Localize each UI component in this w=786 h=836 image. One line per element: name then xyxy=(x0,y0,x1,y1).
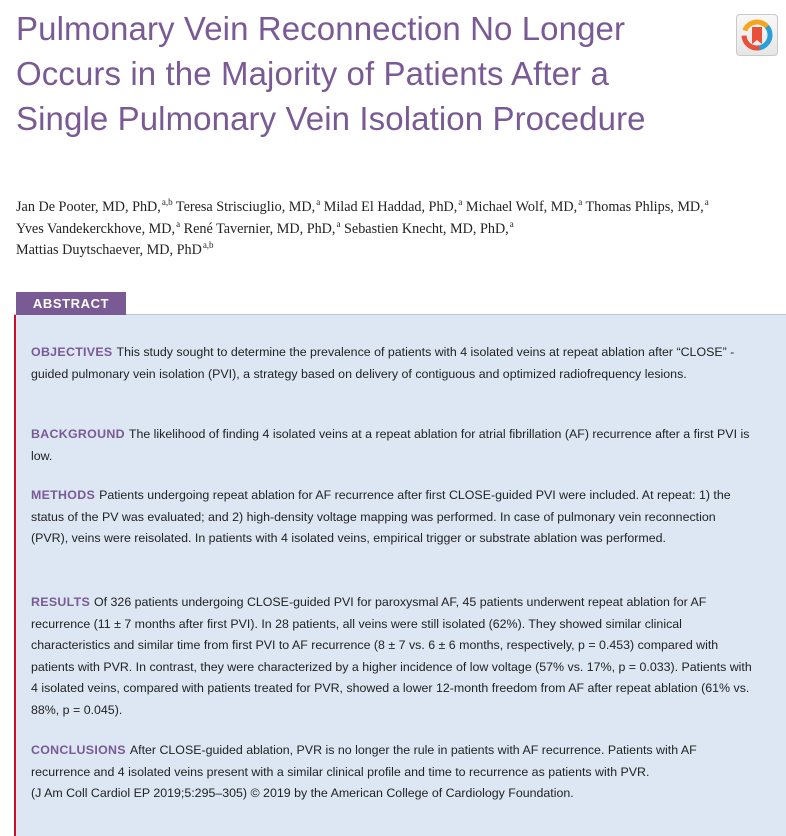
abstract-background: BACKGROUND The likelihood of finding 4 is… xyxy=(31,424,755,467)
author: Mattias Duytschaever, MD, PhDa,b xyxy=(16,240,214,259)
section-heading: BACKGROUND xyxy=(31,427,125,441)
crossmark-icon xyxy=(741,19,773,51)
section-text: After CLOSE-guided ablation, PVR is no l… xyxy=(31,743,697,779)
abstract-results: RESULTS Of 326 patients undergoing CLOSE-… xyxy=(31,592,755,721)
abstract-objectives: OBJECTIVES This study sought to determine… xyxy=(31,342,755,385)
section-text: The likelihood of finding 4 isolated vei… xyxy=(31,427,750,463)
author: Michael Wolf, MD,a xyxy=(465,197,583,216)
citation: (J Am Coll Cardiol EP 2019;5:295–305) © … xyxy=(31,786,574,800)
author: Yves Vandekerckhove, MD,a xyxy=(16,218,181,237)
abstract-methods: METHODS Patients undergoing repeat ablati… xyxy=(31,485,755,550)
section-text: Of 326 patients undergoing CLOSE-guided … xyxy=(31,595,752,717)
section-heading: CONCLUSIONS xyxy=(31,743,126,757)
author: Milad El Haddad, PhD,a xyxy=(323,197,463,216)
author-list: Jan De Pooter, MD, PhD,a,b Teresa Strisc… xyxy=(16,197,786,262)
abstract-conclusions: CONCLUSIONS After CLOSE-guided ablation, … xyxy=(31,740,755,805)
author: Sebastien Knecht, MD, PhD,a xyxy=(344,218,514,237)
section-text: This study sought to determine the preva… xyxy=(31,345,735,381)
article-title: Pulmonary Vein Reconnection No Longer Oc… xyxy=(16,10,646,137)
abstract-panel xyxy=(14,314,786,836)
section-heading: RESULTS xyxy=(31,595,91,609)
section-heading: METHODS xyxy=(31,488,96,502)
author: Thomas Phlips, MD,a xyxy=(585,197,709,216)
crossmark-button[interactable] xyxy=(736,14,778,56)
section-text: Patients undergoing repeat ablation for … xyxy=(31,488,731,545)
author: Teresa Strisciuglio, MD,a xyxy=(175,197,321,216)
author: Jan De Pooter, MD, PhD,a,b xyxy=(16,197,173,216)
abstract-label: ABSTRACT xyxy=(16,292,126,315)
section-heading: OBJECTIVES xyxy=(31,345,113,359)
abstract-divider xyxy=(14,314,786,315)
author: René Tavernier, MD, PhD,a xyxy=(183,218,341,237)
